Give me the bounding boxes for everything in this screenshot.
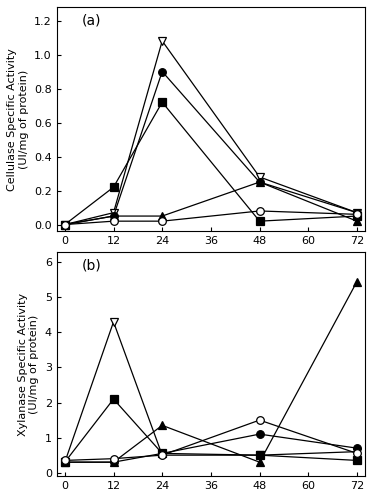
Text: (b): (b) (81, 258, 101, 272)
Y-axis label: Cellulase Specific Activity
(UI/mg of protein): Cellulase Specific Activity (UI/mg of pr… (7, 48, 29, 191)
Text: (a): (a) (81, 13, 101, 28)
Y-axis label: Xylanase Specific Activity
(UI/mg of protein): Xylanase Specific Activity (UI/mg of pro… (17, 292, 39, 436)
